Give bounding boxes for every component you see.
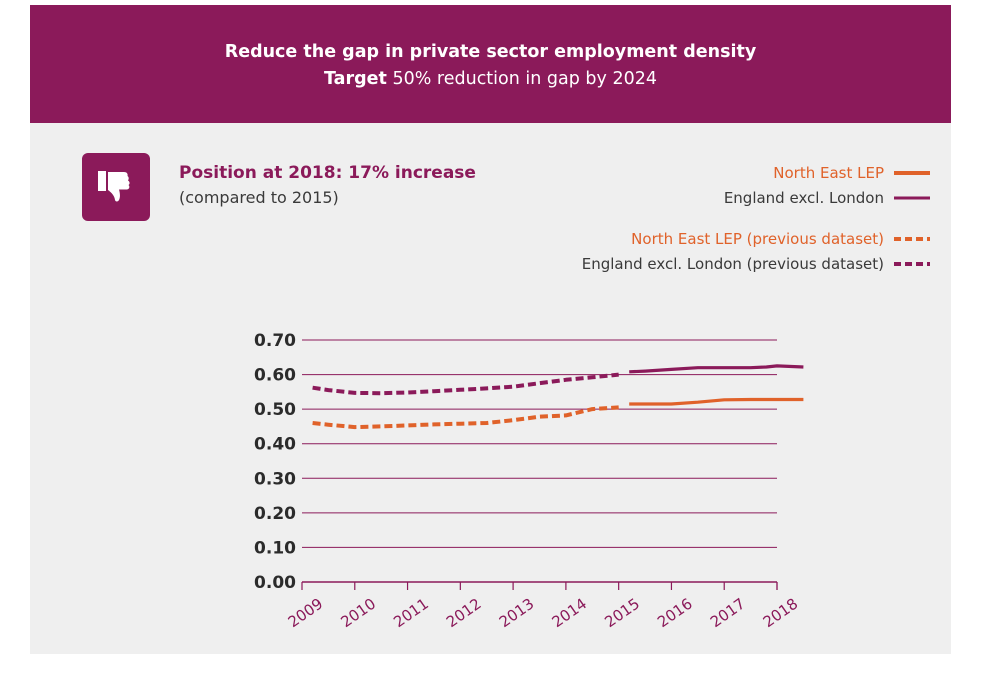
series-line-england-excl-london [629, 364, 804, 374]
legend-england-excl-london-previous: England excl. London (previous dataset) [582, 255, 930, 273]
thumbs-down-icon [98, 171, 130, 202]
target-label: Target [324, 69, 387, 89]
x-tick-label: 2017 [707, 595, 749, 632]
target-line: Target 50% reduction in gap by 2024 [30, 69, 951, 89]
x-tick-label: 2010 [337, 595, 379, 632]
legend-label: North East LEP (previous dataset) [631, 230, 884, 248]
y-tick-label: 0.10 [254, 538, 296, 558]
y-tick-label: 0.20 [254, 504, 296, 524]
legend-swatch-solid-purple [894, 196, 930, 200]
x-tick-label: 2013 [496, 595, 538, 632]
goal-title: Reduce the gap in private sector employm… [224, 42, 757, 62]
x-tick-label: 2009 [285, 595, 327, 632]
x-tick-label: 2011 [390, 595, 432, 632]
x-tick-label: 2014 [549, 595, 591, 632]
x-tick-label: 2016 [654, 595, 696, 632]
legend-label: England excl. London [723, 189, 884, 207]
position-title: Position at 2018: 17% increase [179, 163, 476, 183]
x-tick-label: 2018 [760, 595, 802, 632]
y-tick-label: 0.70 [254, 331, 296, 351]
legend-swatch-dashed-orange [894, 237, 930, 241]
x-tick-label: 2012 [443, 595, 485, 632]
legend-north-east-lep: North East LEP [773, 164, 930, 182]
legend-england-excl-london: England excl. London [724, 189, 930, 207]
series-line-north-east-lep-previous-dataset [312, 405, 619, 430]
header-banner: Reduce the gap in private sector employm… [30, 5, 951, 123]
y-tick-label: 0.50 [254, 400, 296, 420]
status-badge [82, 153, 150, 221]
y-tick-label: 0.30 [254, 469, 296, 489]
x-tick-label: 2015 [601, 595, 643, 632]
chart-panel: Position at 2018: 17% increase (compared… [30, 123, 951, 654]
y-tick-label: 0.00 [254, 573, 296, 593]
legend-swatch-dashed-purple [894, 262, 930, 266]
position-subtitle: (compared to 2015) [179, 188, 339, 207]
legend-north-east-lep-previous: North East LEP (previous dataset) [631, 230, 930, 248]
target-text: 50% reduction in gap by 2024 [386, 69, 657, 89]
legend-label: England excl. London (previous dataset) [581, 255, 884, 273]
legend-label: North East LEP [773, 164, 884, 182]
series-line-england-excl-london-previous-dataset [312, 372, 619, 396]
y-tick-label: 0.60 [254, 366, 296, 386]
series-line-north-east-lep [629, 397, 804, 406]
legend-swatch-solid-orange [894, 171, 930, 175]
y-tick-label: 0.40 [254, 435, 296, 455]
